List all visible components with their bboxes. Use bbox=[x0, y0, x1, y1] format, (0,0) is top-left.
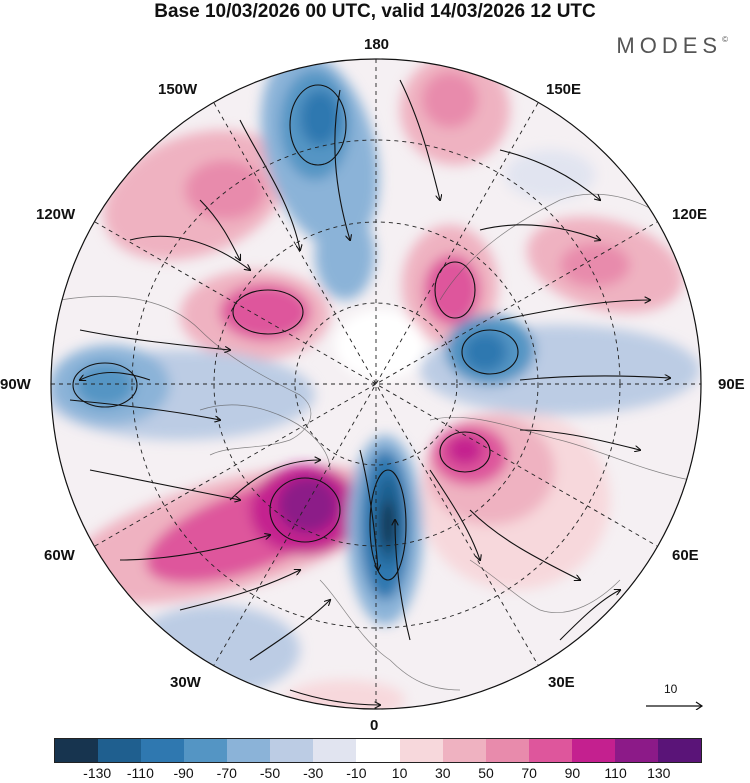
lon-label-30w: 30W bbox=[170, 674, 201, 691]
colorbar-swatch bbox=[55, 739, 99, 762]
colorbar-swatch bbox=[227, 739, 271, 762]
graticule bbox=[51, 59, 701, 709]
lon-label-90w: 90W bbox=[0, 376, 31, 393]
colorbar-tick-label: 10 bbox=[391, 765, 408, 781]
lon-label-150w: 150W bbox=[158, 81, 198, 98]
colorbar-swatch bbox=[571, 739, 615, 762]
colorbar-tick-label: -10 bbox=[346, 765, 367, 781]
contours bbox=[72, 84, 519, 581]
lon-label-0: 0 bbox=[370, 717, 379, 734]
map-border bbox=[50, 58, 702, 710]
lon-label-60e: 60E bbox=[672, 547, 699, 564]
brand-mark: © bbox=[722, 35, 728, 44]
colorbar-tick-label: 130 bbox=[647, 765, 671, 781]
reference-vector-label: 10 bbox=[664, 682, 678, 696]
lon-label-120e: 120E bbox=[672, 206, 708, 223]
colorbar-swatch bbox=[485, 739, 529, 762]
colorbar-tick-label: -130 bbox=[83, 765, 112, 781]
colorbar-tick-label: 30 bbox=[435, 765, 451, 781]
flow-arrows bbox=[69, 79, 670, 705]
colorbar-tick-label: 90 bbox=[564, 765, 581, 781]
lon-label-90e: 90E bbox=[718, 376, 745, 393]
colorbar bbox=[54, 738, 702, 763]
colorbar-tick-label: -50 bbox=[259, 765, 281, 781]
colorbar-swatch bbox=[442, 739, 486, 762]
reference-vector-arrow-icon bbox=[646, 701, 704, 710]
modes-logo: MODES© bbox=[616, 33, 728, 59]
map-title: Base 10/03/2026 00 UTC, valid 14/03/2026… bbox=[154, 1, 596, 22]
lon-label-120w: 120W bbox=[36, 206, 76, 223]
colorbar-swatch bbox=[657, 739, 701, 762]
colorbar-swatch bbox=[141, 739, 185, 762]
brand-name: MODES bbox=[616, 33, 723, 58]
lon-label-150e: 150E bbox=[546, 81, 582, 98]
lon-label-30e: 30E bbox=[548, 674, 575, 691]
colorbar-tick-label: -70 bbox=[216, 765, 237, 781]
colorbar-swatch bbox=[399, 739, 443, 762]
colorbar-swatch bbox=[356, 739, 400, 762]
lon-label-60w: 60W bbox=[44, 547, 75, 564]
colorbar-tick-label: 50 bbox=[478, 765, 494, 781]
colorbar-swatch bbox=[98, 739, 142, 762]
colorbar-tick-label: -110 bbox=[126, 765, 154, 781]
anomaly-field bbox=[51, 59, 701, 709]
colorbar-tick-label: 110 bbox=[604, 765, 627, 781]
colorbar-tick-label: -90 bbox=[173, 765, 194, 781]
colorbar-tick-label: 70 bbox=[521, 765, 537, 781]
colorbar-swatch bbox=[528, 739, 572, 762]
colorbar-swatch bbox=[313, 739, 357, 762]
colorbar-swatch bbox=[614, 739, 658, 762]
lon-label-180: 180 bbox=[364, 36, 390, 53]
colorbar-swatch bbox=[184, 739, 228, 762]
colorbar-swatch bbox=[270, 739, 314, 762]
colorbar-tick-label: -30 bbox=[303, 765, 324, 781]
